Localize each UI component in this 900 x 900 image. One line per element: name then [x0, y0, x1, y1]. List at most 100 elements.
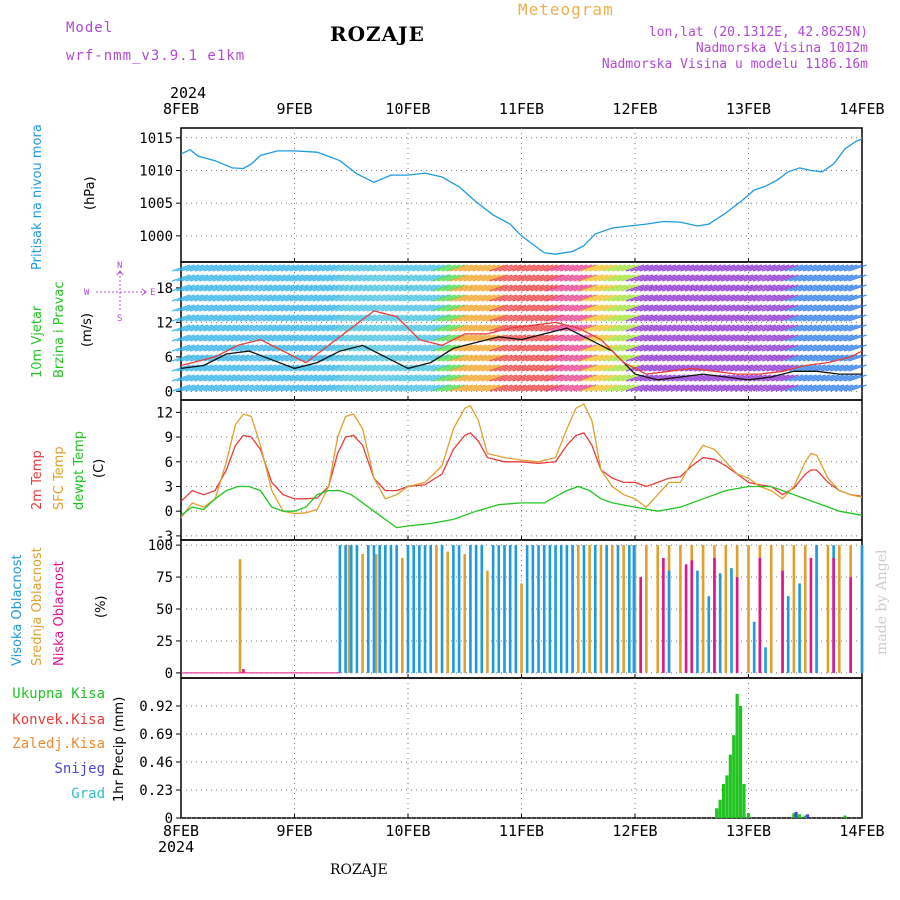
wind-barb-mark [189, 324, 209, 332]
precip-legend-convective: Konvek.Kisa [12, 712, 105, 728]
wind-barb-mark [789, 384, 808, 392]
wind-barb-mark [389, 284, 409, 292]
wind-barb-mark [521, 344, 540, 352]
wind-barb-mark [280, 354, 300, 362]
wind-barb-mark [762, 354, 781, 362]
wind-barb-mark [380, 364, 400, 372]
wind-barb-mark [843, 364, 863, 372]
wind-barb-mark [707, 344, 726, 352]
wind-barb-mark [643, 354, 663, 362]
wind-barb-mark [407, 354, 427, 362]
wind-barb-mark [630, 374, 649, 382]
wind-barb-mark [546, 334, 565, 342]
cloudiness-bar [605, 545, 608, 673]
wind-barb-mark [398, 284, 418, 292]
wind-barb-mark [481, 304, 501, 312]
wind-barb-mark [684, 374, 704, 382]
wind-barb-mark [253, 344, 272, 352]
wind-barb-mark [707, 354, 726, 362]
wind-barb-mark [376, 344, 395, 352]
wind-barb-mark [775, 374, 795, 382]
wind-barb-mark [294, 264, 313, 272]
wind-barb-mark [516, 354, 536, 362]
model-elevation-label: Nadmorska Visina u modelu 1186.16m [601, 57, 868, 72]
wind-barb-mark [643, 384, 663, 392]
wind-barb-mark [811, 274, 831, 282]
wind-barb-mark [564, 334, 583, 342]
wind-barb-mark [437, 294, 456, 302]
wind-barb-mark [789, 304, 808, 312]
wind-barb-mark [221, 354, 241, 362]
wind-barb-mark [189, 264, 209, 272]
wind-barb-mark [498, 264, 518, 272]
wind-barb-mark [446, 354, 465, 362]
wind-barb-mark [712, 384, 731, 392]
wind-barb-mark [625, 284, 645, 292]
wind-barb-mark [643, 324, 663, 332]
wind-barb-mark [793, 384, 813, 392]
wind-barb-mark [573, 344, 592, 352]
wind-barb-mark [594, 294, 613, 302]
wind-barb-mark [564, 344, 583, 352]
wind-barb-mark [416, 384, 436, 392]
wind-barb-mark [569, 364, 588, 372]
year-bottom: 2024 [158, 838, 195, 856]
wind-barb-mark [477, 354, 496, 362]
wind-barb-mark [353, 384, 372, 392]
wind-barb-mark [298, 334, 318, 342]
wind-barb-mark [426, 364, 445, 372]
wind-barb-mark [716, 324, 735, 332]
wind-barb-mark [544, 264, 563, 272]
wind-barb-mark [766, 334, 785, 342]
wind-barb-mark [734, 284, 754, 292]
wind-barb-mark [398, 344, 418, 352]
wind-barb-mark [569, 344, 588, 352]
wind-barb-mark [289, 344, 309, 352]
wind-barb-mark [312, 364, 331, 372]
wind-barb-mark [525, 274, 545, 282]
wind-barb-mark [643, 284, 663, 292]
wind-barb-mark [816, 304, 835, 312]
wind-barb-mark [353, 304, 372, 312]
wind-barb-mark [426, 284, 445, 292]
wind-barb-mark [825, 304, 844, 312]
wind-barb-mark [494, 374, 513, 382]
wind-barb-mark [712, 374, 731, 382]
wind-barb-mark [446, 374, 465, 382]
wind-barb-mark [437, 364, 456, 372]
wind-barb-mark [412, 314, 431, 322]
wind-barb-mark [289, 274, 309, 282]
year-top: 2024 [170, 84, 207, 102]
wind-barb-mark [734, 354, 754, 362]
wind-barb-mark [535, 374, 554, 382]
wind-barb-mark [603, 354, 622, 362]
wind-barb-mark [716, 384, 735, 392]
wind-barb-mark [203, 374, 222, 382]
wind-barb-mark [394, 314, 413, 322]
wind-barb-mark [555, 274, 574, 282]
wind-barb-mark [834, 314, 854, 322]
wind-barb-mark [689, 344, 708, 352]
wind-barb-mark [816, 344, 835, 352]
wind-barb-mark [317, 344, 336, 352]
wind-barb-mark [516, 344, 536, 352]
wind-barb-mark [578, 374, 597, 382]
wind-barb-mark [371, 274, 390, 282]
cloudiness-bar [542, 545, 546, 673]
wind-barb-mark [807, 274, 826, 282]
wind-barb-mark [189, 274, 209, 282]
wind-barb-mark [839, 344, 858, 352]
wind-barb-mark [807, 384, 826, 392]
wind-barb-mark [555, 284, 574, 292]
cloudiness-bar [786, 596, 790, 673]
wind-barb-mark [530, 324, 549, 332]
y-tick-label: 3 [165, 479, 173, 495]
wind-barb-mark [244, 334, 263, 342]
wind-barb-mark [426, 374, 445, 382]
wind-barb-mark [516, 384, 536, 392]
wind-barb-mark [752, 364, 772, 372]
wind-barb-mark [657, 384, 676, 392]
wind-barb-mark [546, 314, 565, 322]
wind-barb-mark [550, 374, 570, 382]
wind-barb-mark [171, 334, 191, 342]
